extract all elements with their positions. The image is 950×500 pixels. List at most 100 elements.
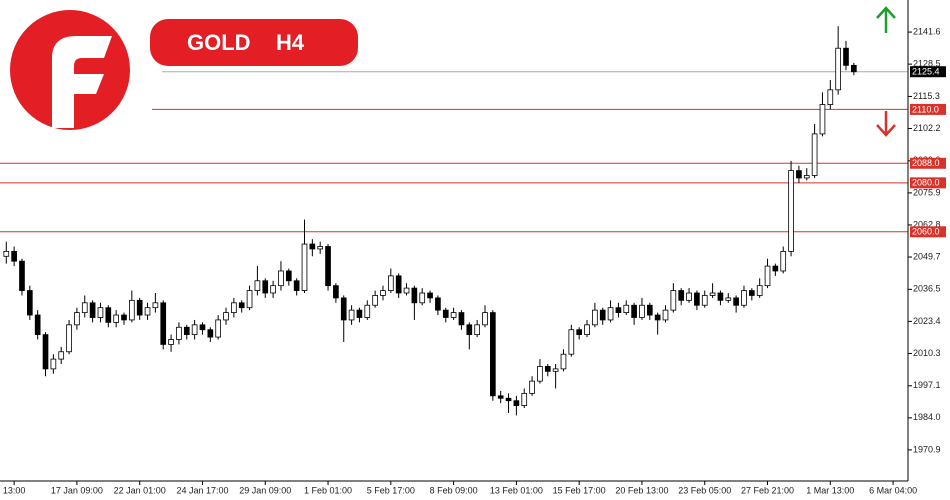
y-tick-label: 2115.3 — [913, 91, 940, 101]
candle-body — [529, 380, 535, 394]
candle-body — [372, 295, 378, 306]
candle-body — [788, 170, 794, 252]
candle-body — [168, 339, 174, 345]
candle-body — [450, 312, 457, 318]
y-tick-label: 2102.2 — [913, 123, 941, 133]
y-tick-label: 2049.7 — [913, 251, 941, 261]
candle-body — [694, 292, 700, 306]
candle-body — [293, 280, 300, 291]
level-label-box — [910, 66, 946, 78]
candle-body — [623, 304, 630, 313]
candle-body — [395, 275, 402, 294]
candle-body — [121, 314, 127, 321]
down-arrow-head — [876, 124, 896, 137]
x-tick-label: 13 Feb 01:00 — [490, 485, 543, 495]
candle-body — [662, 309, 669, 321]
level-label-box — [910, 157, 946, 169]
candle-body — [176, 326, 182, 340]
candle-body — [50, 358, 57, 370]
candle-body — [615, 307, 622, 313]
candle-body — [584, 324, 590, 336]
candle-body — [599, 309, 606, 321]
candle-body — [678, 290, 685, 301]
candle-body — [780, 250, 787, 272]
candle-body — [482, 312, 488, 326]
candle-body — [58, 351, 65, 360]
x-tick-label: 1 Feb 01:00 — [304, 485, 352, 495]
level-label: 2125.4 — [912, 67, 940, 77]
candle-body — [686, 292, 692, 301]
x-tick-label: 1 Mar 13:00 — [806, 485, 854, 495]
candle-body — [560, 353, 567, 370]
candle-body — [835, 47, 841, 91]
candle-body — [191, 324, 198, 336]
candle-body — [152, 302, 159, 309]
candle-body — [26, 290, 33, 316]
x-tick-label: 15 Feb 17:00 — [553, 485, 606, 495]
candle-body — [285, 270, 292, 282]
candle-body — [34, 314, 41, 336]
candle-body — [89, 302, 96, 318]
candle-body — [811, 133, 818, 176]
candle-body — [97, 307, 104, 318]
level-label: 2060.0 — [912, 227, 940, 237]
candle-body — [748, 290, 755, 296]
y-tick-label: 2075.9 — [913, 187, 941, 197]
logo-letter — [52, 36, 112, 128]
candle-body — [207, 329, 214, 338]
candle-body — [646, 304, 653, 316]
up-arrow — [876, 6, 896, 33]
candle-body — [42, 334, 49, 370]
level-label: 2080.0 — [912, 178, 940, 188]
level-label-box — [910, 103, 946, 115]
y-tick-label: 2036.5 — [913, 284, 941, 294]
candle-body — [238, 302, 245, 309]
candle-body — [607, 307, 614, 321]
candle-body — [631, 304, 637, 318]
x-tick-label: 24 Jan 17:00 — [176, 485, 228, 495]
candle-body — [411, 287, 418, 304]
candle-body — [474, 324, 480, 336]
candle-body — [144, 307, 151, 316]
candle-body — [215, 319, 222, 338]
candle-body — [301, 243, 308, 291]
x-tick-label: 5 Feb 17:00 — [367, 485, 415, 495]
candle-body — [403, 287, 410, 294]
x-tick-label: 27 Feb 21:00 — [741, 485, 794, 495]
candle-body — [19, 260, 25, 291]
level-label-box — [910, 177, 946, 189]
x-tick-label: 17 Jan 09:00 — [51, 485, 103, 495]
candle-body — [851, 64, 857, 73]
candle-body — [442, 309, 449, 318]
x-tick-label: 8 Feb 09:00 — [430, 485, 478, 495]
x-tick-label: 20 Feb 13:00 — [615, 485, 668, 495]
candle-body — [11, 250, 17, 262]
candle-body — [796, 170, 802, 179]
candle-body — [387, 275, 394, 291]
candle-body — [756, 285, 763, 296]
candle-body — [639, 304, 645, 318]
candle-body — [278, 270, 284, 287]
candle-body — [435, 297, 441, 311]
logo — [10, 10, 130, 130]
candle-body — [497, 395, 504, 399]
candle-body — [3, 250, 10, 257]
candle-body — [709, 292, 716, 296]
level-label: 2088.0 — [912, 158, 940, 168]
candle-body — [568, 329, 575, 355]
candle-body — [505, 397, 512, 402]
candle-body — [544, 366, 551, 372]
candle-body — [513, 400, 520, 407]
candle-body — [576, 329, 583, 336]
candle-body — [270, 285, 276, 294]
y-tick-label: 2023.4 — [913, 316, 941, 326]
candle-body — [521, 392, 528, 407]
candle-body — [348, 309, 355, 321]
candle-body — [819, 104, 826, 135]
candle-body — [427, 292, 433, 299]
candle-body — [183, 326, 190, 336]
x-tick-label: 22 Jan 01:00 — [114, 485, 166, 495]
candle-body — [254, 280, 261, 291]
candle-body — [160, 302, 167, 345]
